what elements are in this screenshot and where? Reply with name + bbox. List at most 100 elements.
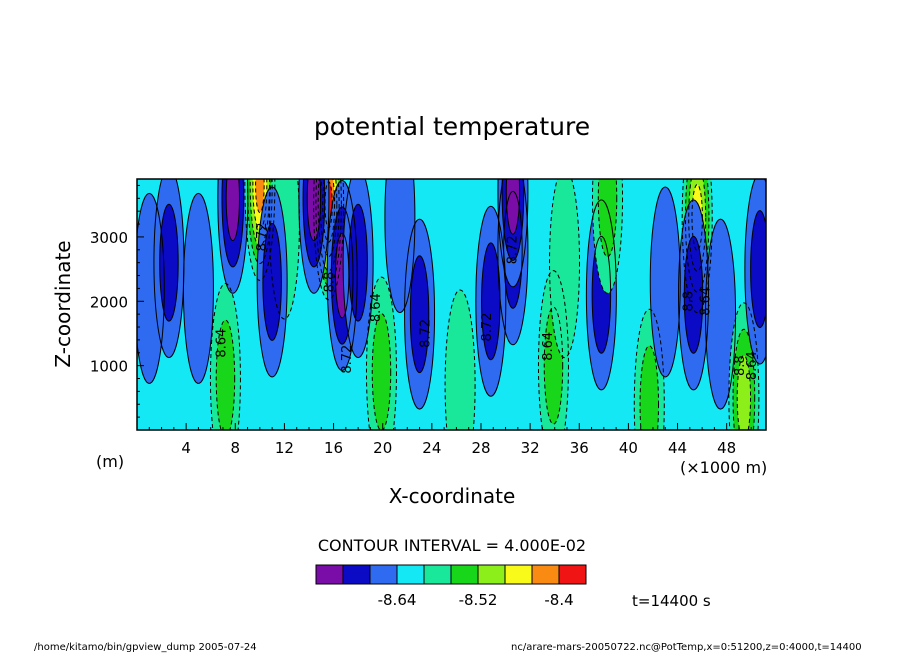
time-label: t=14400 s (632, 592, 711, 610)
plot-frame (136, 178, 767, 431)
y-tick-label: 1000 (90, 358, 128, 376)
contour-line (342, 179, 374, 359)
x-tick-label: 40 (619, 439, 638, 457)
y-tick-label: 3000 (90, 229, 128, 247)
contour-line (244, 179, 276, 281)
field-cell (705, 219, 736, 410)
contour-label: 8.72 (340, 345, 355, 374)
colorbar-swatch (477, 564, 506, 585)
contour-line (322, 179, 336, 243)
field-cell (684, 236, 703, 354)
x-unit-left: (m) (96, 452, 124, 471)
contour-line (302, 179, 326, 268)
contour-line (678, 199, 710, 391)
x-axis-ticks: 4 8 12 16 20 24 28 32 36 40 44 48 (148, 423, 752, 457)
contour-line (732, 328, 756, 430)
x-tick-label: 8 (231, 439, 241, 457)
colorbar-swatch (558, 564, 587, 585)
x-tick-label: 36 (570, 439, 589, 457)
contour-line (444, 289, 476, 430)
plot-area: 8.728.88.648.728.648.72 8.728.728.648.8 8.… (137, 179, 766, 430)
contour-line (225, 179, 240, 242)
x-tick-label: 16 (324, 439, 343, 457)
contour-line (404, 218, 436, 410)
contour-line (255, 179, 265, 214)
contour-line (256, 186, 288, 378)
contour-label: 8.72 (255, 222, 270, 251)
contour-line (585, 199, 617, 391)
colorbar-swatch (342, 564, 371, 585)
contour-line (306, 179, 322, 242)
y-axis-ticks: 1000 2000 3000 (90, 184, 144, 418)
colorbar-swatch (396, 564, 425, 585)
contour-line (705, 218, 737, 410)
contour-line (549, 179, 581, 359)
contour-line (505, 179, 521, 235)
x-tick-label: 48 (717, 439, 736, 457)
contour-label: 8.72 (418, 319, 433, 348)
contour-line (249, 179, 270, 247)
colorbar-labels: -8.64 -8.52 -8.4 (378, 591, 574, 609)
contour-line (597, 179, 618, 258)
field-cell (506, 179, 520, 235)
contour-lines (137, 179, 766, 430)
contour-line (384, 179, 416, 314)
contour-line (744, 179, 766, 365)
contour-line (182, 192, 214, 384)
colorbar-swatch (450, 564, 479, 585)
contour-label: 8.8 (323, 272, 338, 293)
field-cell (549, 179, 580, 358)
x-tick-label: 44 (668, 439, 687, 457)
field-cell (650, 186, 681, 377)
contour-line (221, 179, 245, 268)
colorbar (315, 564, 587, 585)
contour-line (688, 179, 707, 272)
y-axis-label: Z-coordinate (51, 240, 75, 367)
field-cell (410, 255, 429, 373)
contour-line (633, 308, 665, 430)
field-cell (226, 179, 240, 241)
x-tick-label: 32 (521, 439, 540, 457)
footer-left: /home/kitamo/bin/gpview_dump 2005-07-24 (34, 642, 257, 653)
contour-line (247, 179, 273, 264)
contour-line (681, 179, 713, 314)
contour-label: 8.72 (506, 235, 521, 264)
contour-line (736, 355, 752, 430)
colorbar-label: -8.52 (459, 591, 498, 609)
contour-line (537, 270, 569, 430)
field-cell (750, 210, 766, 328)
field-cell (348, 204, 368, 322)
footer-right: nc/arare-mars-20050722.nc@PotTemp,x=0:51… (511, 642, 862, 653)
contour-label: 8.8 (733, 355, 748, 376)
x-unit-right: (×1000 m) (680, 458, 767, 477)
field-cell (445, 289, 476, 430)
contour-line (592, 179, 624, 294)
field-cell (262, 223, 282, 341)
colorbar-swatch (504, 564, 533, 585)
x-tick-label: 4 (181, 439, 191, 457)
contour-line (262, 223, 282, 341)
contour-line (317, 179, 340, 272)
contour-line (215, 319, 236, 430)
contour-line (298, 179, 330, 294)
contour-line (750, 210, 766, 329)
x-tick-label: 12 (275, 439, 294, 457)
contour-line (501, 179, 525, 261)
contour-line (684, 179, 710, 293)
colorbar-label: -8.4 (544, 591, 573, 609)
x-tick-label: 28 (471, 439, 490, 457)
contour-line (159, 203, 179, 322)
contour-line (315, 179, 342, 286)
contour-label: 8.64 (214, 329, 229, 358)
contour-label: 8.72 (480, 313, 495, 342)
field-cell (372, 313, 391, 430)
colorbar-swatch (369, 564, 398, 585)
contour-line (503, 190, 523, 309)
contour-line (326, 180, 358, 372)
field-cell (640, 345, 659, 430)
y-tick-label: 2000 (90, 293, 128, 311)
chart-title: potential temperature (314, 112, 590, 141)
contour-line (683, 235, 704, 354)
x-tick-label: 24 (422, 439, 441, 457)
